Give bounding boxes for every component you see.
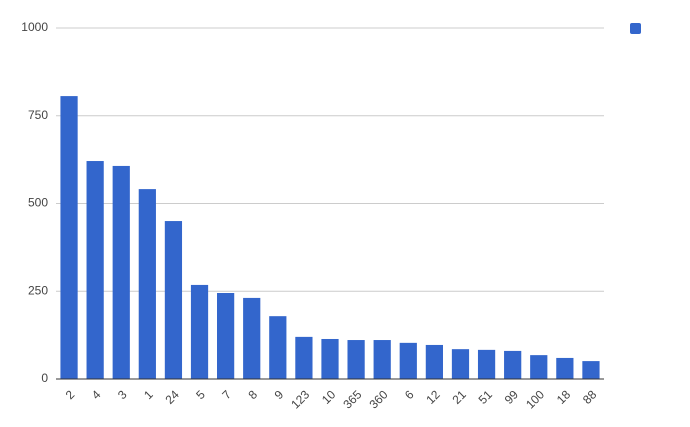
bar	[164, 221, 183, 379]
bar	[190, 284, 209, 379]
bar	[321, 338, 339, 379]
y-tick-label: 750	[28, 108, 48, 122]
x-tick-label: 4	[89, 387, 104, 402]
x-tick-label: 360	[366, 387, 390, 411]
bar	[582, 361, 600, 379]
x-tick-label: 1	[141, 387, 156, 402]
x-tick-label: 99	[502, 387, 522, 407]
x-tick-label: 3	[115, 387, 130, 402]
bar	[530, 355, 548, 379]
x-tick-label: 51	[476, 387, 496, 407]
x-tick-label: 21	[449, 387, 469, 407]
bar	[347, 340, 365, 379]
x-tick-label: 365	[340, 387, 364, 411]
y-tick-label: 500	[28, 196, 48, 210]
x-tick-label: 10	[319, 387, 339, 407]
x-tick-label: 7	[219, 387, 234, 402]
x-tick-label: 18	[554, 387, 574, 407]
x-tick-label: 24	[162, 387, 182, 407]
legend-swatch	[630, 23, 641, 34]
bar	[295, 336, 313, 379]
bar	[477, 349, 496, 379]
y-tick-label: 250	[28, 283, 48, 297]
x-tick-label: 6	[402, 387, 417, 402]
y-tick-label: 1000	[21, 20, 48, 34]
bar	[399, 342, 417, 379]
x-tick-label: 100	[523, 387, 547, 411]
bar	[269, 316, 287, 379]
x-tick-label: 88	[580, 387, 600, 407]
bar	[60, 96, 78, 380]
x-tick-label: 8	[245, 387, 260, 402]
x-tick-label: 123	[288, 387, 312, 411]
bar	[425, 344, 443, 379]
y-tick-label: 0	[41, 371, 48, 385]
bar	[451, 349, 470, 379]
bar	[86, 161, 104, 379]
bar	[243, 297, 261, 379]
bar	[504, 350, 522, 379]
x-tick-label: 2	[63, 387, 78, 402]
bar	[112, 165, 130, 379]
bar	[373, 340, 391, 379]
bar	[138, 189, 156, 379]
x-tick-label: 12	[423, 387, 443, 407]
x-tick-label: 5	[193, 387, 208, 402]
bar	[556, 357, 574, 379]
bar	[217, 293, 235, 379]
x-tick-label: 9	[272, 387, 287, 402]
